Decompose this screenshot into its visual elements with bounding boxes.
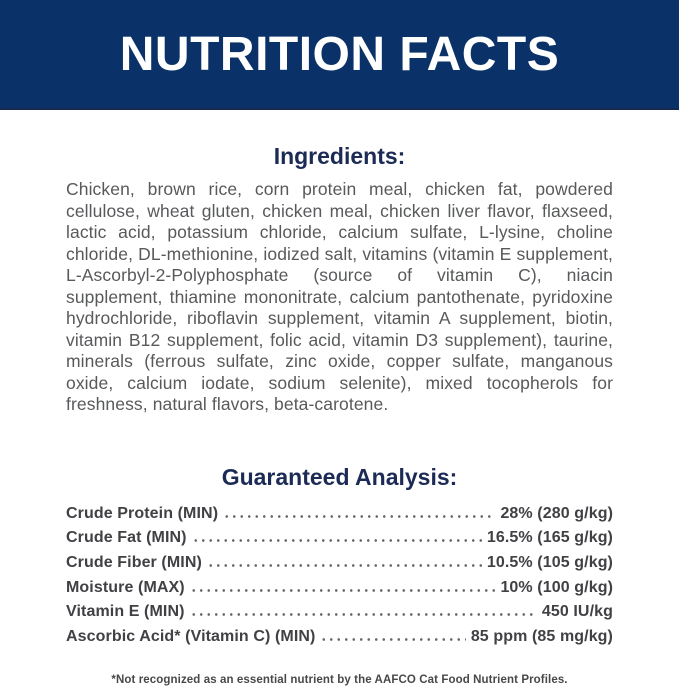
footnote: *Not recognized as an essential nutrient… [111, 674, 568, 686]
label-content: Ingredients: Chicken, brown rice, corn p… [0, 143, 679, 686]
dot-leader [191, 539, 482, 543]
analysis-row-moisture: Moisture (MAX) 10% (100 g/kg) [66, 575, 613, 600]
dot-leader [320, 637, 466, 641]
analysis-row-crude-protein: Crude Protein (MIN) 28% (280 g/kg) [66, 502, 613, 527]
analysis-row-value: 85 ppm (85 mg/kg) [470, 627, 613, 645]
guaranteed-analysis-heading: Guaranteed Analysis: [221, 463, 458, 490]
analysis-row-crude-fiber: Crude Fiber (MIN) 10.5% (105 g/kg) [66, 551, 613, 576]
dot-leader [189, 588, 496, 592]
analysis-row-value: 28% (280 g/kg) [500, 504, 613, 522]
analysis-row-value: 16.5% (165 g/kg) [486, 529, 613, 547]
analysis-row-label: Crude Fat (MIN) [66, 529, 187, 547]
analysis-row-label: Ascorbic Acid* (Vitamin C) (MIN) [66, 627, 316, 645]
analysis-row-value: 450 IU/kg [541, 603, 613, 621]
dot-leader [206, 563, 482, 567]
analysis-row-value: 10.5% (105 g/kg) [486, 553, 613, 571]
header-band: NUTRITION FACTS [0, 0, 679, 110]
analysis-row-crude-fat: Crude Fat (MIN) 16.5% (165 g/kg) [66, 526, 613, 551]
analysis-row-ascorbic-acid: Ascorbic Acid* (Vitamin C) (MIN) 85 ppm … [66, 624, 613, 649]
analysis-table: Crude Protein (MIN) 28% (280 g/kg) Crude… [66, 502, 613, 650]
ingredients-text: Chicken, brown rice, corn protein meal, … [66, 179, 613, 414]
analysis-row-label: Vitamin E (MIN) [66, 603, 185, 621]
analysis-row-label: Crude Protein (MIN) [66, 504, 219, 522]
analysis-row-label: Crude Fiber (MIN) [66, 553, 202, 571]
dot-leader [189, 613, 537, 617]
dot-leader [223, 514, 496, 518]
ingredients-heading: Ingredients: [273, 143, 406, 169]
analysis-row-vitamin-e: Vitamin E (MIN) 450 IU/kg [66, 600, 613, 625]
analysis-row-value: 10% (100 g/kg) [500, 578, 613, 596]
analysis-row-label: Moisture (MAX) [66, 578, 185, 596]
page-title: NUTRITION FACTS [119, 27, 560, 81]
